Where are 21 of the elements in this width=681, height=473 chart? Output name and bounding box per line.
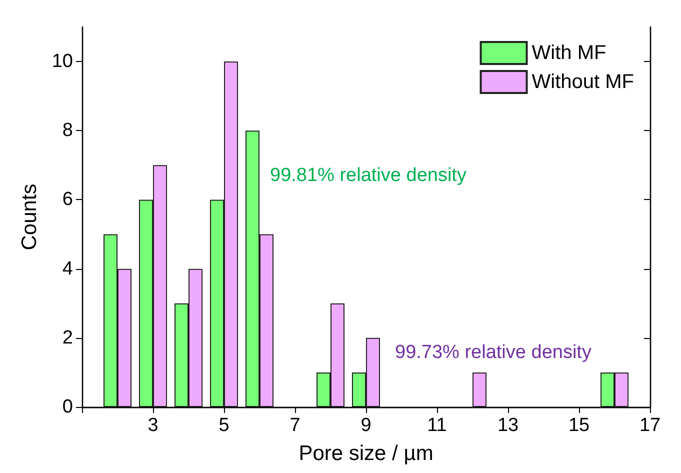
y-tick-label: 4 <box>62 258 74 280</box>
y-axis-title: Counts <box>18 184 41 250</box>
y-tick-label: 2 <box>62 327 73 348</box>
x-tick-label: 3 <box>148 415 158 436</box>
x-tick-label: 17 <box>639 415 661 436</box>
x-tick-label: 5 <box>218 415 230 436</box>
y-tick-label: 10 <box>52 51 73 72</box>
x-tick-label: 7 <box>290 415 300 436</box>
legend-label: Without MF <box>532 71 634 93</box>
annotation: 99.73% relative density <box>395 342 592 363</box>
x-tick-label: 9 <box>360 415 372 436</box>
y-tick-label: 6 <box>62 189 73 210</box>
y-tick-label: 8 <box>62 120 73 142</box>
legend-label: With MF <box>532 42 606 64</box>
y-tick-label: 0 <box>62 396 73 418</box>
x-tick-label: 11 <box>427 415 447 436</box>
x-tick-label: 13 <box>497 415 519 436</box>
x-tick-label: 15 <box>568 415 590 436</box>
x-axis-title: Pore size / µm <box>298 442 434 465</box>
annotation: 99.81% relative density <box>270 165 467 186</box>
bar <box>472 372 486 407</box>
